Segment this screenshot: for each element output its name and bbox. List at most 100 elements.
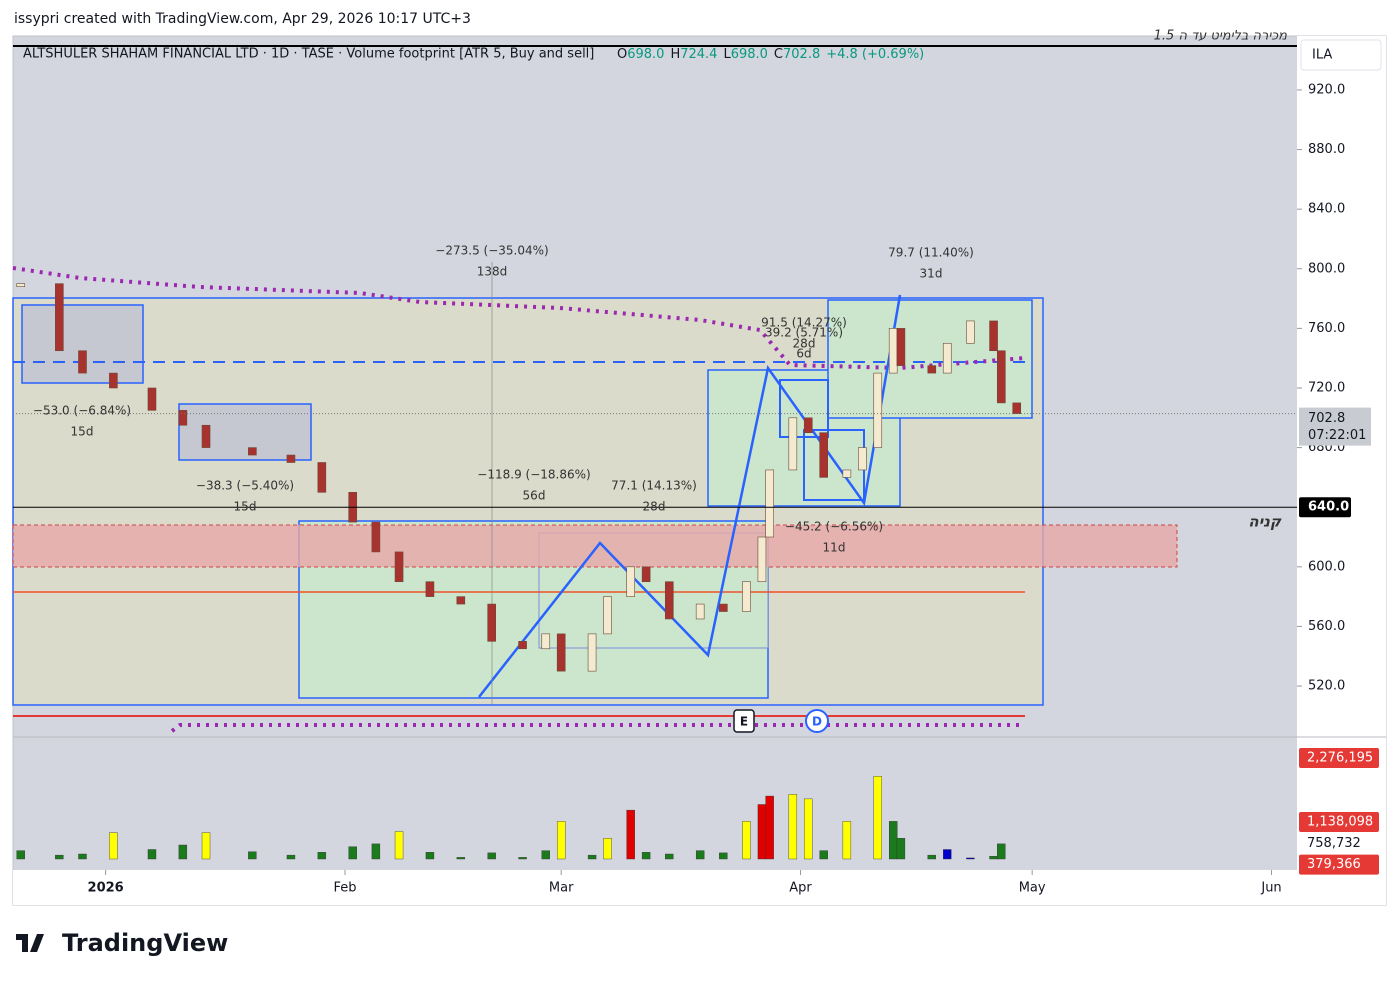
volume-bar [873,776,882,860]
logo-icon [16,934,44,952]
measure-label: 39.2 (5.71%) [765,326,843,340]
candle [248,447,257,456]
c-label: C [774,47,783,62]
sell-zone [12,524,1178,568]
volume-bar [888,821,898,860]
logo-text: TradingView [62,929,228,957]
candle [541,633,551,650]
price-axis [1297,36,1386,905]
currency-button[interactable] [1300,39,1382,71]
x-tick-label: Feb [333,881,356,896]
last-price-label: 702.8 [1308,411,1345,426]
volume-badge [1299,811,1379,832]
candle [873,372,883,448]
candle [996,350,1006,404]
h-label: H [670,47,680,62]
volume-bar [603,838,612,860]
y-tick-label: 840.0 [1308,202,1345,217]
hline-badge [1299,497,1351,518]
candle [719,603,728,612]
candle [109,372,118,389]
volume-bar [719,852,728,860]
volume-bar [665,853,674,860]
candle [317,462,327,493]
measure-label: −118.9 (−18.86%) [477,468,590,482]
volume-bar [425,852,435,860]
volume-bar [757,804,767,860]
volume-badge [1299,854,1379,875]
volume-bar [896,838,906,860]
candle [927,365,937,374]
measure-duration: 6d [796,347,811,361]
measure-label: −53.0 (−6.84%) [33,404,131,418]
volume-bar [997,843,1006,860]
volume-bar [317,852,327,860]
measure-duration: 138d [477,265,508,279]
currency[interactable]: ILA [1312,48,1332,63]
o-label: O [617,47,627,62]
hline-label: 640.0 [1308,500,1349,515]
change: +4.8 (+0.69%) [826,47,924,62]
volume-bar [626,809,635,860]
candle [641,566,651,583]
candle [78,350,87,374]
measure-duration: 28d [793,337,816,351]
volume-bar [286,854,296,860]
candle [1012,402,1022,414]
measure-duration: 15d [71,425,94,439]
candle [286,454,296,463]
volume-bar [348,846,357,860]
volume-bar [16,850,25,860]
volume-bar [742,821,751,860]
candle [556,633,566,672]
volume-bar [943,849,952,860]
measure-label: 79.7 (11.40%) [888,246,974,260]
candle [757,536,767,583]
y-tick-label: 520.0 [1308,679,1345,694]
y-tick-label: 760.0 [1308,321,1345,336]
top-note: מכירה בלימיט עד ה 1.5 [1154,29,1289,44]
candle [603,596,612,635]
range-box [178,403,312,461]
candle [626,566,635,597]
volume-bar [487,852,496,860]
hline-note: קניה [1248,513,1282,531]
candle [765,469,774,538]
x-tick-label: Mar [549,881,574,896]
volume-bar [765,795,774,860]
watermark: issypri created with TradingView.com, Ap… [14,11,471,27]
volume-bar [804,798,813,860]
c-value: 702.8 [783,47,820,62]
volume-tick-label: 379,366 [1307,857,1361,872]
volume-bar [248,851,257,860]
y-tick-label: 560.0 [1308,619,1345,634]
volume-bar [989,856,998,860]
zigzag [478,294,902,698]
logo: TradingView [16,929,228,957]
candle [371,521,381,553]
volume-bar [55,854,64,860]
ohlc: O698.0 H724.4 L698.0 C702.8 +4.8 (+0.69%) [617,47,924,62]
volume-bar [927,854,936,860]
candle [487,603,497,642]
candle [55,283,64,352]
candle [16,283,26,287]
candle [966,320,975,344]
last-price-badge [1299,407,1371,446]
candle [896,328,906,366]
volume-bar [541,850,550,860]
event-label: E [740,715,748,729]
l-label: L [723,47,731,62]
measure-duration: 31d [920,267,943,281]
y-tick-label: 920.0 [1308,82,1345,97]
countdown: 07:22:01 [1308,428,1366,443]
candle [587,633,597,672]
measure-label: 77.1 (14.13%) [611,479,697,493]
volume-tick-label: 2,276,195 [1307,750,1373,765]
h-value: 724.4 [680,47,717,62]
candle [888,328,898,374]
candle [695,603,705,620]
candle [788,417,798,471]
measure-duration: 15d [234,500,257,514]
